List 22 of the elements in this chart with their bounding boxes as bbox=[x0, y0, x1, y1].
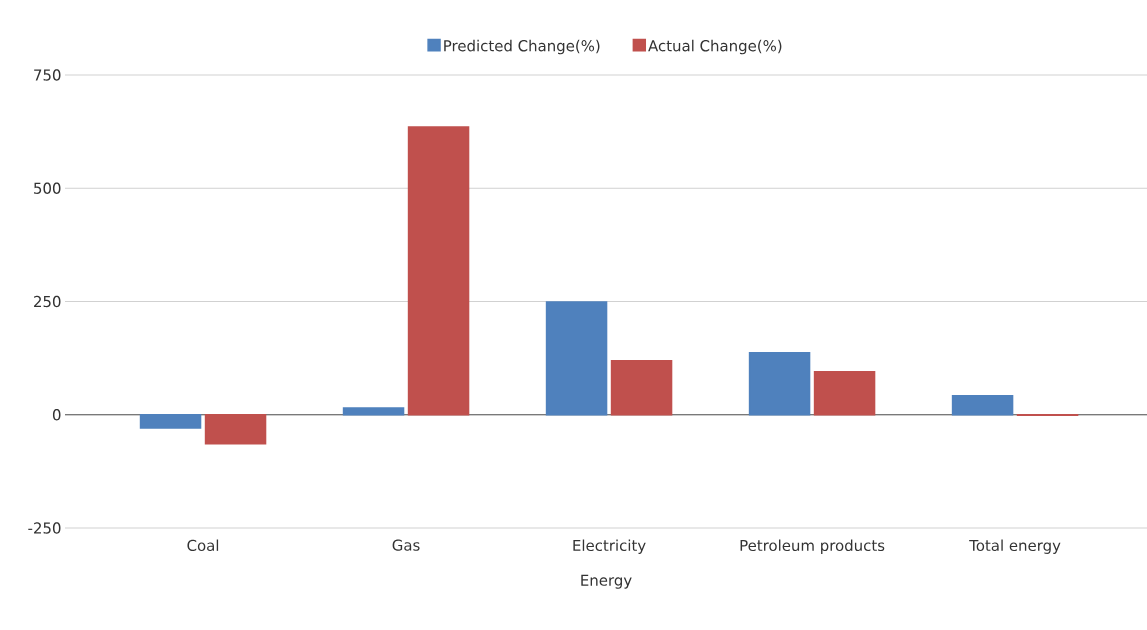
bar bbox=[342, 407, 405, 416]
x-tick-label: Gas bbox=[392, 539, 420, 551]
bar bbox=[951, 394, 1014, 416]
bar bbox=[545, 301, 608, 416]
bar bbox=[204, 414, 267, 445]
x-tick-label: Electricity bbox=[573, 539, 646, 554]
legend-label: Actual Change(%) bbox=[648, 39, 782, 55]
legend-label: Predicted Change(%) bbox=[444, 39, 600, 55]
y-tick-label: 250 bbox=[34, 295, 61, 308]
x-axis-title: Energy bbox=[581, 574, 632, 589]
x-tick-label: Total energy bbox=[969, 539, 1061, 554]
y-tick-label: -250 bbox=[28, 522, 61, 534]
bar bbox=[139, 414, 202, 429]
bar bbox=[813, 370, 876, 416]
y-tick-label: 750 bbox=[34, 69, 61, 81]
bar bbox=[610, 360, 673, 416]
bar bbox=[748, 351, 811, 416]
y-tick-label: 0 bbox=[52, 409, 61, 421]
bar bbox=[407, 126, 470, 416]
y-tick-label: 500 bbox=[34, 182, 61, 194]
x-tick-label: Petroleum products bbox=[740, 539, 885, 554]
x-tick-label: Coal bbox=[187, 539, 219, 552]
